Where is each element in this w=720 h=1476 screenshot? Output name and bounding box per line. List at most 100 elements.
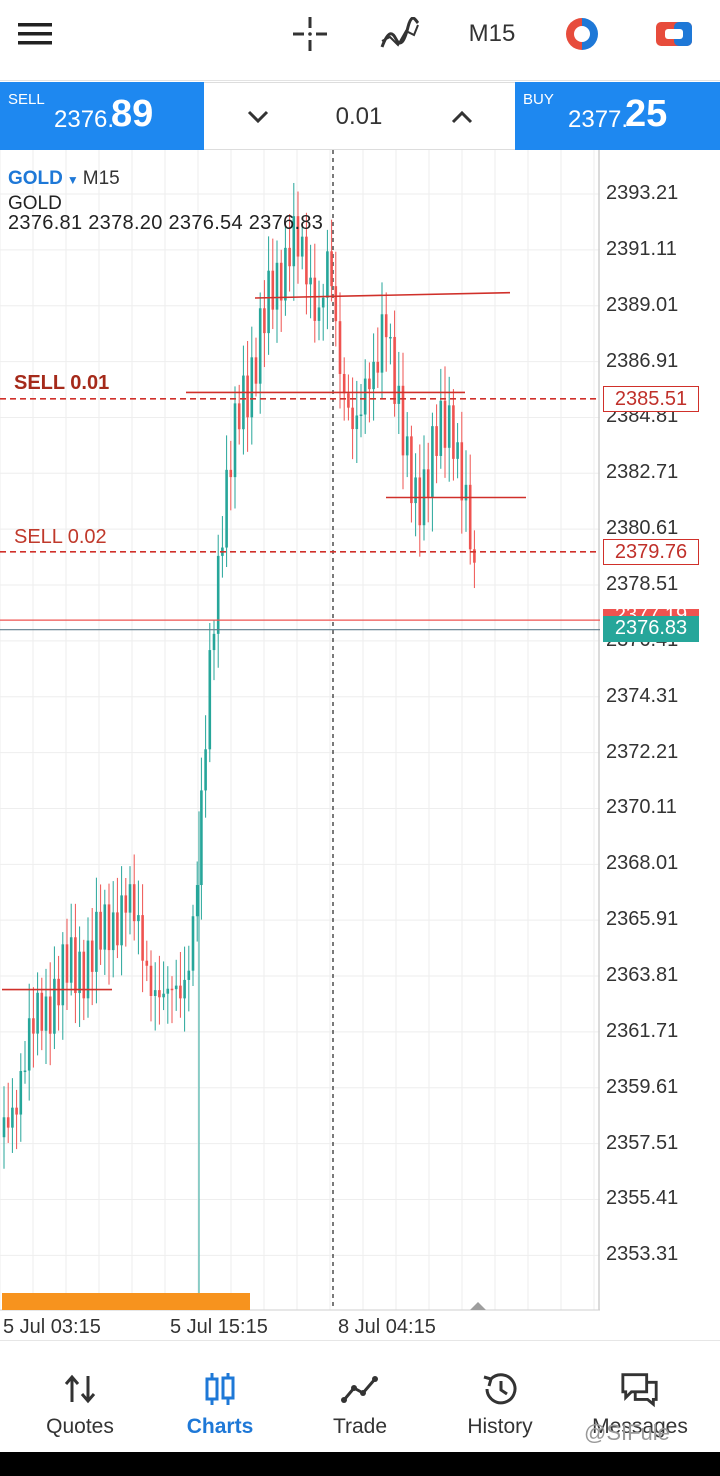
candle-bull: [326, 251, 329, 298]
symbol-name[interactable]: GOLD: [8, 168, 63, 189]
candle-bull: [275, 262, 279, 310]
volume-input[interactable]: 0.01: [335, 103, 383, 130]
candle-bear: [179, 985, 182, 999]
candle-bull: [69, 937, 73, 983]
candle-bull: [166, 988, 170, 994]
price-tick-label: 2391.11: [606, 237, 677, 260]
nav-messages[interactable]: Messages: [568, 1341, 712, 1453]
history-clock-icon: [480, 1369, 520, 1409]
symbol-dropdown-icon[interactable]: ▼: [66, 173, 79, 187]
candle-bear: [90, 940, 94, 972]
crosshair-icon[interactable]: [290, 14, 330, 54]
candle-bull: [208, 650, 212, 750]
candle-bear: [145, 960, 149, 966]
candle-bull: [103, 904, 107, 950]
price-tick-label: 2368.01: [606, 852, 679, 875]
candle-bear: [57, 978, 60, 1006]
candle-bear: [305, 236, 308, 285]
top-toolbar: M15: [0, 0, 720, 81]
one-click-trade-panel: SELL 2376. 89 0.01 BUY 2377. 25: [0, 82, 720, 150]
candle-bull: [284, 247, 287, 301]
candle-bull: [300, 236, 304, 257]
candlestick-chart[interactable]: [0, 150, 720, 1340]
nav-messages-label: Messages: [592, 1415, 688, 1438]
nav-charts[interactable]: Charts: [148, 1341, 292, 1453]
candle-bear: [347, 393, 350, 408]
candle-bear: [376, 361, 380, 373]
time-tick-label: 5 Jul 03:15: [3, 1316, 101, 1338]
candle-bull: [153, 990, 157, 996]
price-tick-label: 2372.21: [606, 740, 679, 763]
nav-trade[interactable]: Trade: [288, 1341, 432, 1453]
charts-candles-icon: [200, 1369, 240, 1409]
buy-price-pips: 25: [625, 93, 668, 135]
one-click-trading-icon[interactable]: [654, 14, 694, 54]
order-label-sell-001[interactable]: SELL 0.01: [14, 372, 110, 394]
candle-bull: [191, 916, 195, 971]
price-tick-label: 2355.41: [606, 1187, 679, 1210]
candle-bull: [267, 270, 270, 334]
candle-bull: [36, 992, 39, 1034]
nav-history-label: History: [467, 1415, 533, 1438]
candle-bull: [120, 895, 123, 946]
candle-bear: [426, 469, 430, 497]
price-tick-label: 2380.61: [606, 517, 679, 540]
candle-bear: [468, 484, 472, 550]
candle-bull: [27, 1018, 31, 1071]
candle-bear: [246, 375, 249, 418]
candle-bear: [107, 904, 111, 951]
candle-bull: [389, 336, 392, 339]
indicators-icon[interactable]: [380, 14, 420, 54]
buy-label: BUY: [523, 91, 554, 108]
candle-bull: [309, 277, 312, 285]
price-chart[interactable]: GOLD ▼ M15 GOLD 2376.81 2378.20 2376.54 23…: [0, 150, 720, 1340]
candle-bull: [397, 385, 401, 404]
candle-bear: [435, 426, 438, 456]
candle-bear: [48, 996, 52, 1034]
volume-decrease-chevron-icon[interactable]: [240, 99, 276, 135]
candle-bear: [149, 965, 153, 996]
candle-bull: [86, 940, 90, 999]
trade-line-icon: [340, 1369, 380, 1409]
sell-price-main: 2376.: [54, 106, 115, 133]
candle-bear: [452, 405, 455, 459]
timeframe-button[interactable]: M15: [468, 20, 516, 47]
candle-bull: [431, 426, 434, 497]
time-tick-label: 5 Jul 15:15: [170, 1316, 268, 1338]
candle-bull: [439, 400, 443, 456]
candle-bull: [317, 307, 321, 321]
candle-bull: [44, 996, 48, 1031]
nav-quotes[interactable]: Quotes: [8, 1341, 152, 1453]
candle-bull: [204, 749, 207, 791]
nav-history[interactable]: History: [428, 1341, 572, 1453]
candle-bull: [162, 993, 165, 998]
candle-bull: [216, 555, 220, 634]
candle-bull: [19, 1071, 23, 1115]
watermark: @SIFule: [584, 1420, 670, 1445]
price-tick-label: 2382.71: [606, 461, 679, 484]
candle-bear: [418, 477, 422, 526]
candle-bull: [233, 403, 237, 478]
nav-trade-label: Trade: [332, 1415, 388, 1438]
candle-bull: [355, 415, 359, 430]
menu-icon[interactable]: [16, 14, 54, 54]
buy-button[interactable]: BUY 2377. 25: [515, 82, 720, 150]
order-label-sell-002[interactable]: SELL 0.02: [14, 526, 107, 548]
candle-bear: [342, 373, 346, 394]
symbol-selector[interactable]: GOLD ▼ M15: [8, 168, 120, 190]
candle-bull: [174, 985, 178, 990]
price-tick-label: 2378.51: [606, 573, 679, 596]
candle-bear: [6, 1117, 10, 1128]
candle-bear: [32, 1018, 35, 1034]
candle-bear: [410, 436, 413, 504]
candle-bull: [11, 1107, 14, 1128]
candle-bull: [200, 790, 203, 886]
sell-button[interactable]: SELL 2376. 89: [0, 82, 204, 150]
volume-increase-chevron-icon[interactable]: [444, 99, 480, 135]
candle-bear: [158, 990, 161, 998]
candle-bear: [460, 442, 464, 501]
candle-bear: [124, 895, 128, 913]
candle-bull: [53, 978, 56, 1034]
candle-bull: [363, 378, 367, 415]
trade-circle-icon[interactable]: [562, 14, 602, 54]
